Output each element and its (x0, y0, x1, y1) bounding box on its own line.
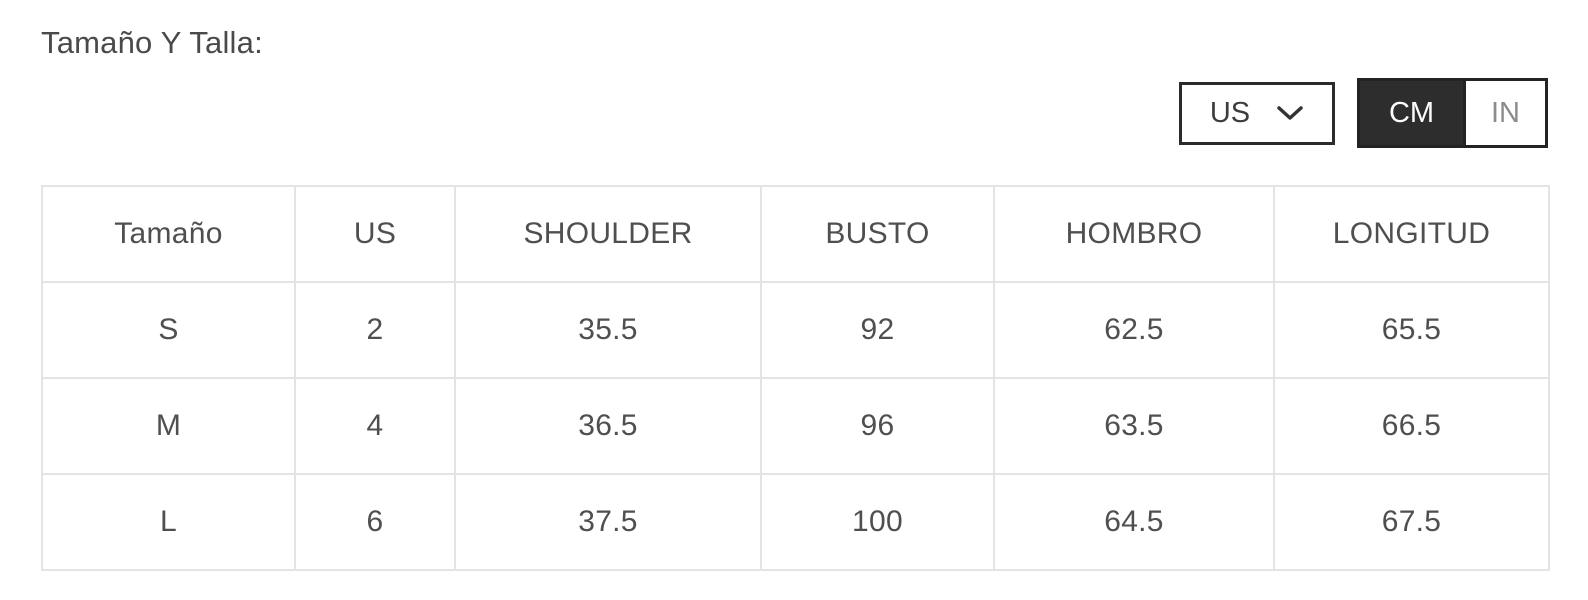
header-cell-shoulder: SHOULDER (454, 185, 762, 283)
table-cell: 37.5 (454, 473, 762, 571)
table-cell: 35.5 (454, 281, 762, 379)
table-cell: 6 (294, 473, 456, 571)
table-cell: L (41, 473, 296, 571)
table-cell: 65.5 (1273, 281, 1550, 379)
region-select[interactable]: US (1179, 81, 1335, 145)
region-select-value: US (1209, 96, 1251, 129)
table-cell: 66.5 (1273, 377, 1550, 475)
header-cell-hombro: HOMBRO (993, 185, 1275, 283)
table-cell: 4 (294, 377, 456, 475)
table-cell: M (41, 377, 296, 475)
table-cell: 36.5 (454, 377, 762, 475)
table-cell: 2 (294, 281, 456, 379)
table-cell: 96 (760, 377, 995, 475)
header-cell-us: US (294, 185, 456, 283)
table-cell: 64.5 (993, 473, 1275, 571)
table-cell: S (41, 281, 296, 379)
table-row-s: S 2 35.5 92 62.5 65.5 (41, 281, 1550, 379)
table-header-row: Tamaño US SHOULDER BUSTO HOMBRO LONGITUD (41, 185, 1550, 283)
table-cell: 63.5 (993, 377, 1275, 475)
table-row-m: M 4 36.5 96 63.5 66.5 (41, 377, 1550, 475)
header-cell-tamano: Tamaño (41, 185, 296, 283)
unit-toggle-cm-button[interactable]: CM (1360, 81, 1463, 145)
size-table: Tamaño US SHOULDER BUSTO HOMBRO LONGITUD… (41, 185, 1550, 571)
chevron-down-icon (1276, 104, 1304, 122)
unit-toggle-in-button[interactable]: IN (1463, 81, 1545, 145)
table-cell: 100 (760, 473, 995, 571)
unit-toggle: CM IN (1357, 78, 1548, 148)
page-title: Tamaño Y Talla: (41, 25, 263, 60)
controls-bar: US CM IN (1179, 78, 1548, 148)
table-row-l: L 6 37.5 100 64.5 67.5 (41, 473, 1550, 571)
header-cell-longitud: LONGITUD (1273, 185, 1550, 283)
table-cell: 67.5 (1273, 473, 1550, 571)
table-cell: 62.5 (993, 281, 1275, 379)
header-cell-busto: BUSTO (760, 185, 995, 283)
table-cell: 92 (760, 281, 995, 379)
